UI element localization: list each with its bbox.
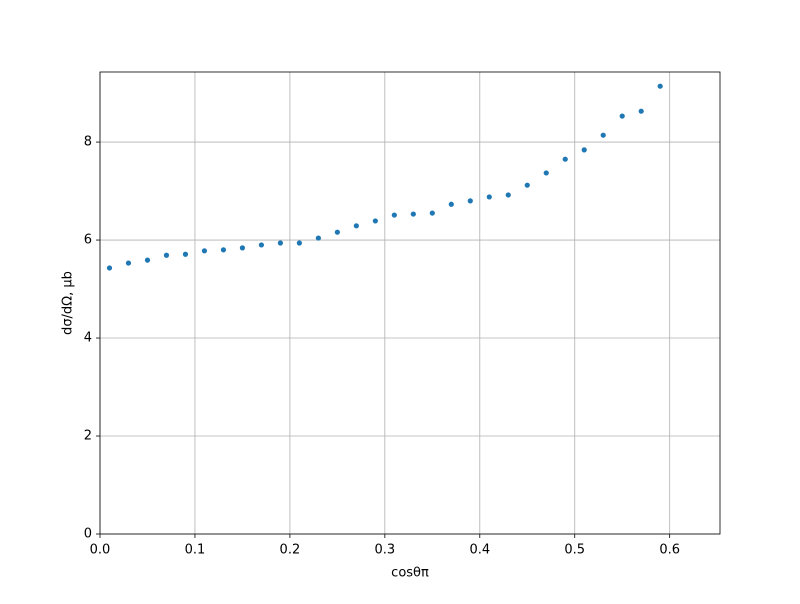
point <box>182 251 189 257</box>
point <box>543 170 549 176</box>
x-tick-label: 0.5 <box>564 543 585 558</box>
x-axis-label: cosθπ <box>391 566 429 581</box>
x-tick-label: 0.6 <box>659 543 680 558</box>
y-tick-label: 2 <box>84 429 92 444</box>
point <box>296 240 302 246</box>
point <box>524 182 530 188</box>
point <box>353 223 359 229</box>
x-tick-label: 0.0 <box>90 543 111 558</box>
point <box>638 108 644 114</box>
point <box>448 201 454 207</box>
point <box>106 265 113 271</box>
point <box>467 198 473 204</box>
point <box>391 212 397 218</box>
x-tick-label: 0.2 <box>280 543 301 558</box>
y-tick-label: 4 <box>84 331 92 346</box>
point <box>505 192 511 198</box>
y-tick-label: 8 <box>84 135 92 150</box>
y-tick-label: 6 <box>84 233 92 248</box>
point <box>258 242 265 248</box>
point <box>619 113 625 119</box>
point <box>125 260 132 266</box>
point <box>201 248 208 254</box>
point <box>429 210 435 216</box>
x-tick-label: 0.3 <box>374 543 395 558</box>
point <box>600 132 606 138</box>
x-tick-label: 0.1 <box>185 543 206 558</box>
y-axis-label: dσ/dΩ, μb <box>61 271 76 335</box>
point <box>220 247 227 253</box>
point <box>657 83 663 89</box>
point <box>486 194 492 200</box>
plot-frame <box>99 71 721 535</box>
y-tick-label: 0 <box>84 527 92 542</box>
point <box>372 218 378 224</box>
point <box>562 156 568 162</box>
point <box>581 147 587 153</box>
point <box>239 245 246 251</box>
point <box>163 252 170 258</box>
point <box>315 235 321 241</box>
point <box>277 240 283 246</box>
x-tick-label: 0.4 <box>469 543 490 558</box>
point <box>334 229 340 235</box>
point <box>410 211 416 217</box>
point <box>144 257 151 263</box>
